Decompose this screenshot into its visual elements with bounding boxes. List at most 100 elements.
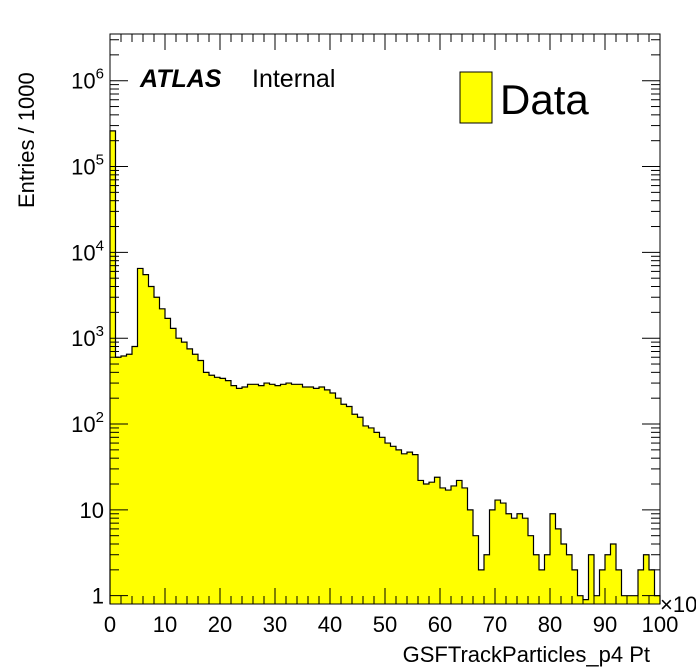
legend-label-data: Data: [500, 76, 589, 123]
histogram-bin-44: [352, 414, 358, 604]
histogram-bin-60: [440, 487, 446, 604]
histogram-bin-18: [209, 375, 215, 604]
histogram-bin-72: [506, 513, 512, 604]
histogram-bin-63: [456, 480, 463, 604]
histogram-bin-88: [594, 595, 600, 604]
histogram-bin-14: [187, 348, 193, 604]
histogram-bin-52: [396, 449, 402, 604]
y-tick-label: 102: [71, 409, 104, 437]
histogram-bin-12: [176, 338, 182, 604]
y-tick-label: 103: [71, 323, 104, 351]
histogram-bin-68: [484, 554, 490, 604]
x-tick-label: 10: [153, 612, 177, 637]
histogram-bin-65: [467, 509, 474, 604]
histogram-bin-84: [572, 569, 578, 604]
histogram-bin-24: [242, 387, 248, 604]
histogram-bin-74: [517, 513, 523, 604]
x-tick-label: 20: [208, 612, 232, 637]
histogram-bin-45: [357, 417, 364, 604]
histogram-bin-58: [429, 482, 435, 604]
x-tick-label: 50: [373, 612, 397, 637]
histogram-bin-53: [401, 453, 408, 604]
histogram-bin-16: [198, 360, 204, 604]
histogram-bin-11: [170, 328, 177, 604]
y-tick-label: 1: [92, 584, 104, 609]
histogram-bin-37: [313, 388, 320, 604]
histogram-bin-49: [379, 437, 386, 604]
histogram-bin-77: [533, 554, 540, 604]
histogram-bin-99: [654, 595, 661, 604]
histogram-bin-8: [154, 297, 160, 604]
histogram-bin-21: [225, 380, 232, 604]
histogram-bin-30: [275, 385, 281, 604]
histogram-bin-0: [110, 130, 116, 604]
histogram-bin-76: [528, 535, 534, 604]
histogram-bin-10: [165, 318, 171, 604]
y-tick-label: 10: [80, 498, 104, 523]
histogram-bars: [109, 130, 661, 604]
histogram-bin-51: [390, 446, 397, 604]
histogram-outline: [109, 130, 661, 604]
histogram-bin-70: [495, 500, 501, 604]
histogram-bin-66: [473, 535, 479, 604]
histogram-bin-97: [643, 554, 650, 604]
histogram-bin-71: [500, 503, 507, 604]
histogram-bin-95: [632, 595, 639, 604]
y-tick-labels: 1 10 102 103 104 105 106: [71, 66, 104, 609]
histogram-bin-1: [115, 357, 122, 604]
histogram-bin-39: [324, 389, 331, 604]
plot-frame: [109, 33, 661, 605]
histogram-bin-57: [423, 484, 430, 604]
x-axis-scale-label: ×10: [660, 592, 696, 617]
histogram-bin-62: [451, 485, 457, 604]
histogram-bin-38: [319, 387, 325, 604]
histogram-bin-13: [181, 342, 188, 604]
atlas-status-label: Internal: [252, 65, 335, 93]
histogram-bin-48: [374, 432, 380, 604]
histogram-bin-34: [297, 384, 303, 604]
y-tick-label: 105: [71, 152, 104, 180]
x-tick-label: 100: [642, 612, 679, 637]
histogram-bin-4: [132, 346, 138, 604]
histogram-bin-2: [121, 356, 127, 604]
histogram-bin-29: [269, 384, 276, 604]
histogram-bin-23: [236, 388, 243, 604]
histogram-bin-40: [330, 392, 336, 604]
y-tick-label: 104: [71, 237, 104, 265]
histogram-bin-54: [407, 452, 413, 604]
histogram-bin-20: [220, 378, 226, 604]
histogram-bin-28: [264, 383, 270, 604]
histogram-bin-56: [418, 480, 424, 604]
histogram-bin-50: [385, 443, 391, 604]
histogram-bin-59: [434, 477, 441, 604]
histogram-bin-80: [550, 513, 556, 604]
histogram-bin-67: [478, 569, 485, 604]
histogram-bin-78: [539, 569, 545, 604]
histogram-bin-33: [291, 384, 298, 604]
x-tick-label: 30: [263, 612, 287, 637]
x-tick-label: 60: [428, 612, 452, 637]
x-tick-label: 80: [538, 612, 562, 637]
histogram-bin-82: [561, 544, 567, 604]
histogram-bin-96: [638, 569, 644, 604]
histogram-bin-81: [555, 528, 562, 604]
x-tick-label: 70: [483, 612, 507, 637]
histogram-bin-19: [214, 377, 221, 604]
histogram-bin-85: [577, 595, 584, 604]
histogram-bin-7: [148, 286, 155, 604]
histogram-bin-6: [143, 274, 149, 604]
histogram-bin-47: [368, 427, 375, 604]
histogram-bin-94: [627, 595, 633, 604]
histogram-bin-75: [522, 518, 529, 604]
histogram-bin-89: [599, 569, 606, 604]
x-tick-label: 90: [593, 612, 617, 637]
histogram-bin-79: [544, 554, 551, 604]
histogram-bin-9: [159, 308, 166, 604]
histogram-bin-86: [583, 599, 589, 604]
histogram-bin-46: [363, 425, 369, 604]
histogram-bin-22: [231, 385, 237, 604]
histogram-bin-25: [247, 384, 254, 604]
histogram-bin-91: [610, 544, 617, 604]
x-tick-label: 0: [104, 612, 116, 637]
